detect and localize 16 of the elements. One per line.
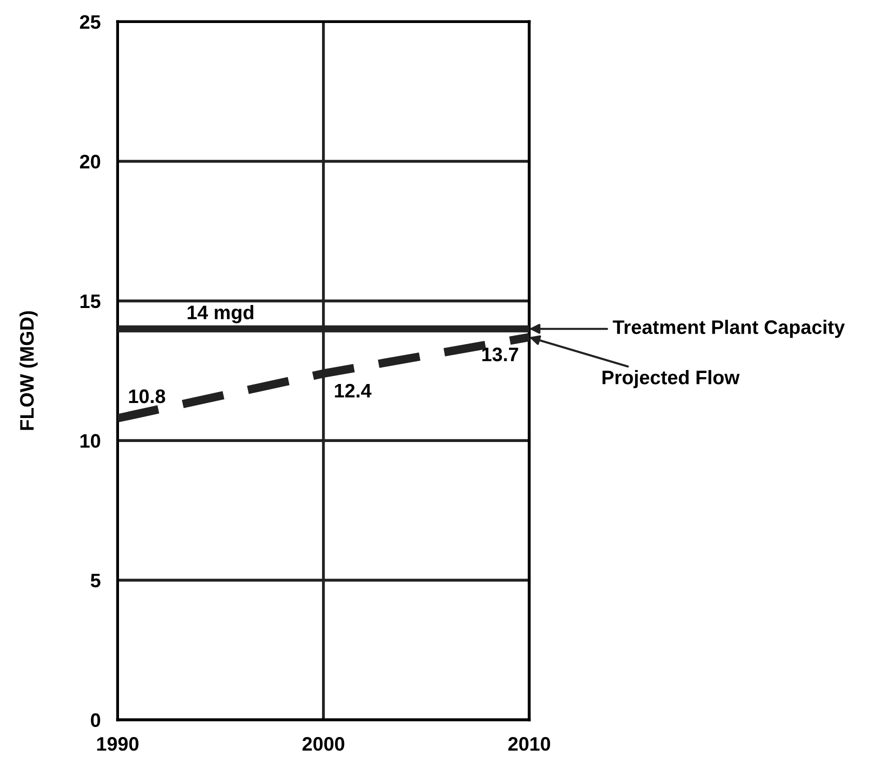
y-tick-label: 15: [80, 294, 100, 308]
y-tick-label: 20: [80, 154, 100, 169]
text: Treatment Plant Capacity: [612, 320, 845, 338]
x-tick-label: 2000: [302, 737, 344, 751]
ref-line-label: 14 mgd: [188, 305, 254, 324]
x-tick-label: 1990: [97, 737, 138, 751]
y-tick-label: 5: [90, 574, 100, 588]
y-axis-title: FLOW (MGD): [20, 311, 38, 430]
data-label: 12.4: [334, 384, 372, 398]
data-label: 10.8: [129, 389, 166, 404]
y-tick-label: 25: [80, 15, 100, 29]
x-tick-label: 2010: [508, 737, 550, 751]
y-tick-label: 10: [80, 434, 100, 448]
text: Projected Flow: [602, 370, 740, 388]
y-tick-label: 0: [90, 713, 100, 728]
data-label: 13.7: [482, 348, 518, 362]
